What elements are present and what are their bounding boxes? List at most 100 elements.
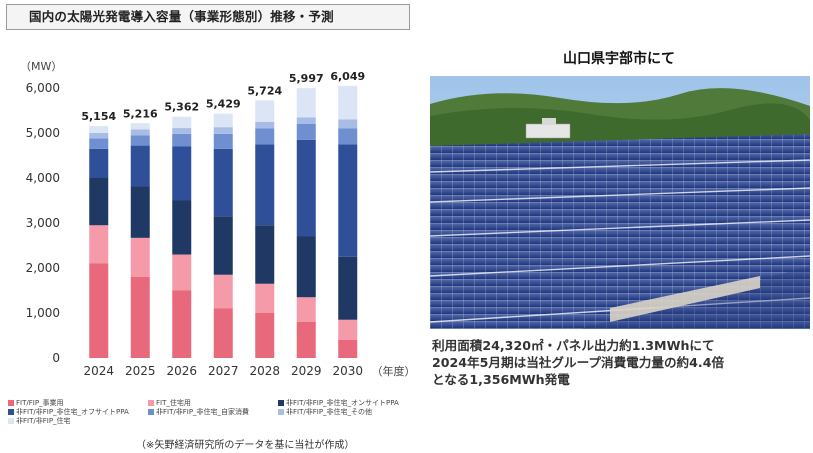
legend-item: 非FIT/非FIP_非住宅_その他 <box>278 407 372 417</box>
bar-segment <box>255 283 275 313</box>
bar-total-label: 5,429 <box>206 98 241 111</box>
x-tick-label: 2028 <box>249 364 280 378</box>
bar-total-label: 5,216 <box>123 107 158 120</box>
bar-segment <box>338 128 358 145</box>
bar-segment <box>255 121 275 129</box>
legend-label: 非FIT/非FIP_非住宅_自家消費 <box>156 408 250 416</box>
bar-segment <box>172 254 192 291</box>
x-tick-label: 2030 <box>332 364 363 378</box>
legend-item: 非FIT/非FIP_非住宅_オフサイトPPA <box>8 407 129 417</box>
bar-segment <box>213 113 233 128</box>
legend-item: 非FIT/非FIP_住宅 <box>8 416 71 426</box>
bar-total-label: 5,997 <box>289 72 324 85</box>
legend-swatch <box>148 409 154 415</box>
bar-segment <box>130 123 150 130</box>
bar-segment <box>213 133 233 149</box>
x-tick-label: 2027 <box>208 364 239 378</box>
legend-label: 非FIT/非FIP_非住宅_その他 <box>286 408 373 416</box>
legend-label: FIT_住宅用 <box>156 399 191 407</box>
bar-total-label: 5,724 <box>247 84 282 97</box>
stacked-bar-chart: （MW） 0 1,000 2,000 3,000 4,000 5,000 6,000 5,154… <box>20 60 416 378</box>
bar-segment <box>172 146 192 201</box>
caption-line: となる1,356MWh発電 <box>432 372 570 387</box>
legend-label: FIT/FIP_事業用 <box>16 399 64 407</box>
bar-segment <box>213 308 233 358</box>
bar-segment <box>89 133 109 139</box>
bar-segment <box>338 144 358 257</box>
bar-segment <box>296 297 316 322</box>
source-note: （※矢野経済研究所のデータを基に当社が作成） <box>136 440 355 451</box>
legend-item: 非FIT/非FIP_非住宅_自家消費 <box>148 407 249 417</box>
bar-segment <box>130 186 150 238</box>
x-tick-label: 2025 <box>125 364 156 378</box>
bar-segment <box>130 129 150 136</box>
bar-segment <box>338 85 358 120</box>
y-axis-unit: （MW） <box>20 60 62 73</box>
legend-swatch <box>278 409 284 415</box>
bar-segment <box>255 144 275 226</box>
caption-line: 利用面積24,320㎡・パネル出力約1.3MWhにて <box>432 338 715 353</box>
bar-segment <box>213 127 233 134</box>
legend-label: 非FIT/非FIP_住宅 <box>16 417 71 425</box>
bar-segment <box>338 119 358 129</box>
bar-segment <box>338 340 358 358</box>
bar-segment <box>213 274 233 309</box>
bar-segment <box>89 148 109 178</box>
bar-total-label: 5,154 <box>81 110 116 123</box>
y-tick-label: 6,000 <box>26 81 60 95</box>
legend-item: FIT_住宅用 <box>148 398 191 408</box>
legend-swatch <box>148 400 154 406</box>
photo-heading: 山口県宇部市にて <box>563 51 675 67</box>
legend-swatch <box>8 409 14 415</box>
bar-segment <box>172 200 192 255</box>
bar-segment <box>89 138 109 149</box>
y-tick-label: 4,000 <box>26 171 60 185</box>
bar-segment <box>130 277 150 358</box>
bar-segment <box>172 116 192 129</box>
bar-segment <box>130 135 150 146</box>
bar-segment <box>296 236 316 298</box>
legend-item: FIT/FIP_事業用 <box>8 398 64 408</box>
bar-total-label: 5,362 <box>164 101 199 114</box>
bar-segment <box>89 225 109 264</box>
legend-swatch <box>8 400 14 406</box>
bar-segment <box>89 178 109 226</box>
bar-segment <box>296 322 316 358</box>
legend-item: 非FIT/非FIP_非住宅_オンサイトPPA <box>278 398 399 408</box>
bar-segment <box>296 139 316 237</box>
bar-segment <box>255 128 275 145</box>
y-tick-label: 0 <box>52 351 60 365</box>
bar-segment <box>172 128 192 134</box>
bar-segment <box>89 263 109 358</box>
x-axis-unit: （年度） <box>372 364 416 378</box>
bar-segment <box>296 117 316 124</box>
legend-label: 非FIT/非FIP_非住宅_オンサイトPPA <box>286 399 399 407</box>
y-tick-label: 5,000 <box>26 126 60 140</box>
x-tick-label: 2029 <box>291 364 322 378</box>
bar-segment <box>296 124 316 140</box>
solar-farm-photo <box>430 76 810 329</box>
bar-segment <box>89 126 109 133</box>
legend-label: 非FIT/非FIP_非住宅_オフサイトPPA <box>16 408 129 416</box>
bar-segment <box>172 133 192 147</box>
y-tick-label: 2,000 <box>26 261 60 275</box>
legend-swatch <box>8 418 14 424</box>
bar-segment <box>130 237 150 277</box>
bar-segment <box>296 88 316 118</box>
y-tick-label: 3,000 <box>26 216 60 230</box>
bar-segment <box>130 145 150 187</box>
x-tick-label: 2026 <box>166 364 197 378</box>
bar-total-label: 6,049 <box>330 70 365 83</box>
caption-line: 2024年5月期は当社グループ消費電力量の約4.4倍 <box>432 355 725 370</box>
bar-segment <box>172 290 192 358</box>
bar-segment <box>338 319 358 340</box>
photo-caption: 利用面積24,320㎡・パネル出力約1.3MWhにて 2024年5月期は当社グル… <box>432 337 810 388</box>
chart-title: 国内の太陽光発電導入容量（事業形態別）推移・予測 <box>6 4 410 30</box>
bar-segment <box>338 256 358 320</box>
legend-swatch <box>278 400 284 406</box>
bar-segment <box>255 225 275 284</box>
x-tick-label: 2024 <box>83 364 114 378</box>
bar-segment <box>213 216 233 275</box>
bar-segment <box>255 313 275 358</box>
bar-segment <box>255 100 275 122</box>
